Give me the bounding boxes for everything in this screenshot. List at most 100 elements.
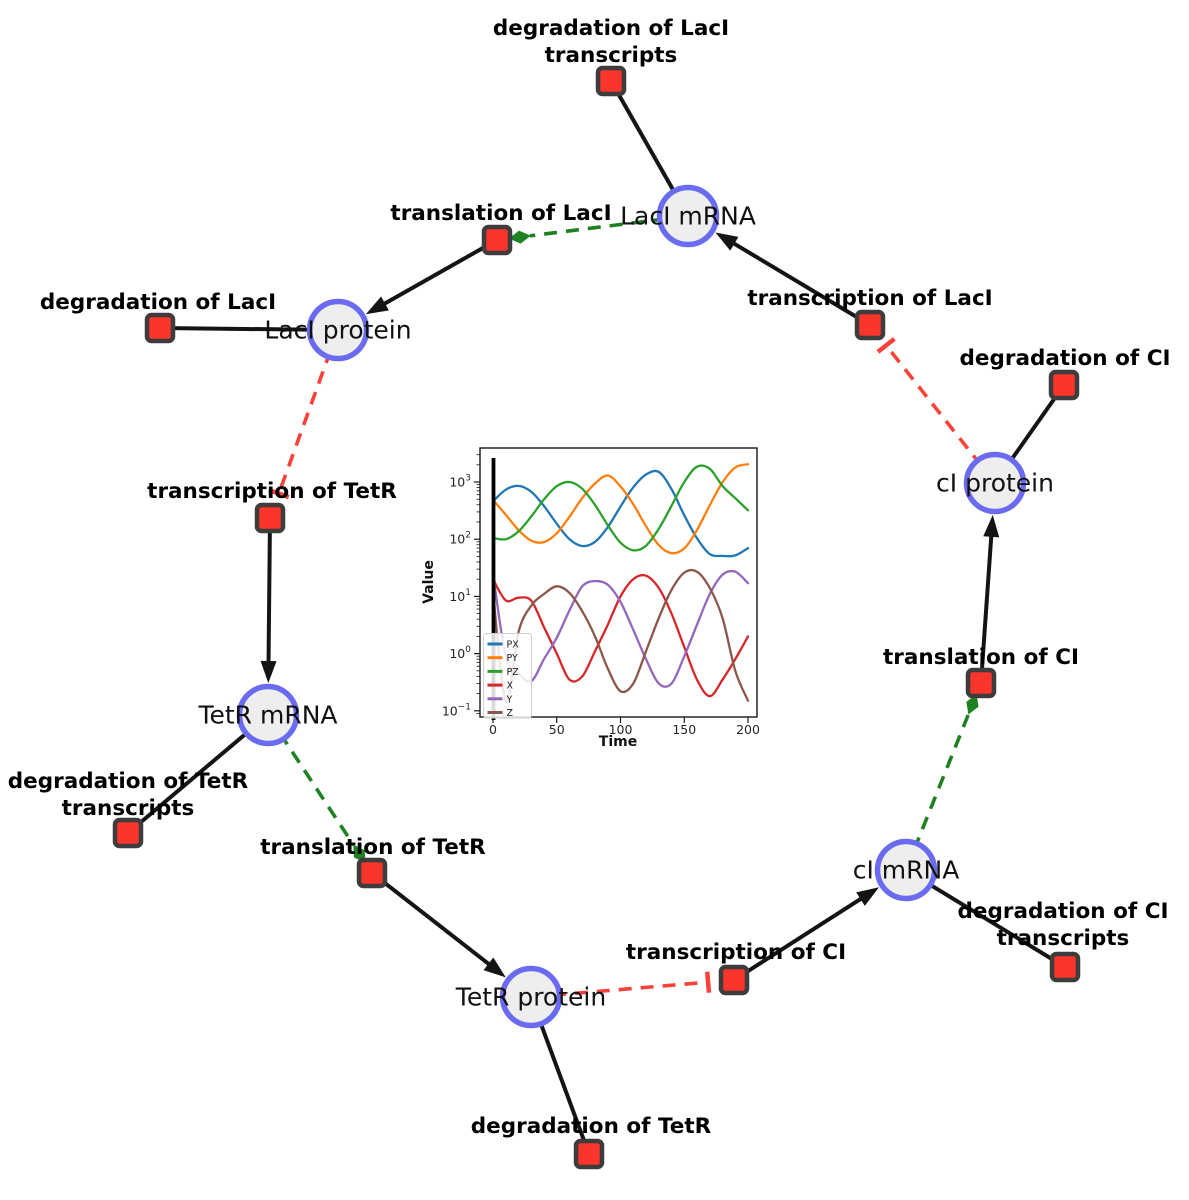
species-label-laci-protein: LacI protein	[264, 316, 411, 345]
edge-transl-ci-ci-protein	[979, 530, 994, 684]
species-node-laci-protein[interactable]	[306, 298, 370, 362]
plot-y-tick-exponent: −1	[458, 702, 471, 712]
species-node-tetr-mrna[interactable]	[236, 683, 300, 747]
reaction-node-transl-ci[interactable]	[965, 667, 997, 699]
reaction-label-line: transcription of LacI	[747, 286, 992, 311]
series-curve-PY	[491, 463, 750, 555]
legend-entry-X: X	[507, 681, 514, 692]
edge-laci-mrna-transl-laci-diamond-icon	[508, 230, 531, 244]
reaction-label-line: degradation of TetR	[471, 1114, 712, 1139]
species-label-tetr-protein: TetR protein	[455, 983, 606, 1012]
reaction-node-deg-tetr-tx[interactable]	[112, 817, 144, 849]
legend-entry-PX: PX	[507, 640, 520, 651]
reaction-label-deg-laci: degradation of LacI	[40, 290, 276, 315]
reaction-label-txn-laci: transcription of LacI	[747, 286, 992, 311]
reaction-label-transl-ci: translation of CI	[883, 645, 1079, 670]
reaction-node-deg-tetr[interactable]	[573, 1138, 605, 1170]
plot-y-tick-exponent: 3	[465, 474, 471, 484]
edge-laci-protein-txn-tetr-tbar-icon	[268, 487, 290, 500]
reaction-node-deg-laci[interactable]	[144, 312, 176, 344]
reaction-node-deg-ci[interactable]	[1048, 369, 1080, 401]
edge-tetr-protein-txn-ci-tbar-icon	[704, 971, 712, 993]
legend-entry-PY: PY	[507, 653, 519, 664]
reaction-label-line: translation of LacI	[390, 201, 611, 226]
reaction-node-deg-ci-tx[interactable]	[1049, 951, 1081, 983]
reaction-node-txn-laci[interactable]	[854, 309, 886, 341]
legend-entry-PZ: PZ	[507, 667, 520, 678]
reaction-label-deg-ci: degradation of CI	[960, 346, 1171, 371]
plot-y-tick-exponent: 0	[465, 645, 471, 655]
edge-ci-protein-txn-laci-tbar-icon	[876, 337, 896, 354]
edge-transl-ci-ci-protein-arrowhead-icon	[983, 514, 1000, 538]
reaction-node-txn-tetr[interactable]	[254, 502, 286, 534]
series-curve-PZ	[491, 464, 750, 552]
plot-y-tick-base: 10	[449, 532, 465, 547]
reaction-label-line: degradation of LacI	[40, 290, 276, 315]
reaction-label-line: translation of TetR	[260, 835, 486, 860]
series-curve-Z	[491, 568, 750, 702]
species-label-tetr-mrna: TetR mRNA	[197, 701, 337, 730]
plot-y-tick-label: 100	[449, 645, 471, 661]
plot-y-tick-label: 103	[449, 474, 471, 490]
edge-transl-laci-laci-protein	[378, 238, 498, 309]
reaction-node-transl-laci[interactable]	[481, 224, 513, 256]
plot-x-tick-label: 100	[609, 722, 633, 737]
plot-y-tick-label: 102	[449, 531, 471, 547]
reaction-label-txn-tetr: transcription of TetR	[147, 479, 397, 504]
reaction-node-txn-ci[interactable]	[718, 964, 750, 996]
plot-legend-box	[483, 633, 532, 719]
edge-txn-tetr-tetr-mrna	[266, 517, 272, 668]
edge-transl-tetr-tetr-protein-arrowhead-icon	[483, 957, 506, 978]
reaction-label-line: translation of CI	[883, 645, 1079, 670]
edge-txn-ci-ci-mrna	[732, 894, 867, 982]
reaction-label-line: degradation of CI	[958, 899, 1169, 924]
series-curve-PX	[491, 469, 750, 558]
timeseries-inset-plot: 0 50 100 150 20010310210110010−1TimeValuePXP…	[421, 440, 772, 764]
species-label-ci-mrna: cI mRNA	[853, 856, 960, 885]
reaction-label-line: transcripts	[997, 926, 1130, 951]
species-node-ci-protein[interactable]	[963, 451, 1027, 515]
reaction-label-deg-laci-tx: degradation of LacI transcripts	[493, 16, 729, 68]
nodes-layer	[112, 65, 1081, 1170]
reaction-label-transl-tetr: translation of TetR	[260, 835, 486, 860]
series-curve-X	[491, 573, 750, 698]
reaction-label-deg-tetr: degradation of TetR	[471, 1114, 712, 1139]
species-label-ci-protein: cI protein	[936, 469, 1054, 498]
species-label-laci-mrna: LacI mRNA	[620, 202, 756, 231]
plot-x-tick-label: 0	[489, 722, 497, 737]
plot-y-tick-exponent: 1	[465, 588, 471, 598]
plot-legend: PX PY PZ XYZ	[483, 633, 532, 719]
reaction-label-line: transcription of TetR	[147, 479, 397, 504]
plot-y-tick-base: 10	[442, 703, 458, 718]
plot-y-tick-base: 10	[449, 475, 465, 490]
edge-transl-tetr-tetr-protein	[370, 871, 495, 970]
species-node-ci-mrna[interactable]	[874, 838, 938, 902]
edge-txn-ci-ci-mrna-arrowhead-icon	[856, 887, 880, 906]
reaction-label-txn-ci: transcription of CI	[626, 940, 846, 965]
plot-x-tick-label: 50	[549, 722, 565, 737]
reaction-node-deg-laci-tx[interactable]	[595, 65, 627, 97]
series-curve-Y	[491, 569, 750, 688]
plot-y-axis-label: Value	[421, 560, 437, 604]
plot-y-tick-base: 10	[449, 589, 465, 604]
reaction-label-line: degradation of TetR	[8, 769, 249, 794]
edge-transl-laci-laci-protein-arrowhead-icon	[365, 296, 389, 315]
plot-y-tick-exponent: 2	[465, 531, 471, 541]
species-node-laci-mrna[interactable]	[656, 184, 720, 248]
plot-x-axis-label: Time	[599, 734, 637, 750]
reaction-label-line: transcripts	[62, 796, 195, 821]
species-node-tetr-protein[interactable]	[499, 965, 563, 1029]
plot-x-tick-label: 150	[672, 722, 696, 737]
edge-txn-tetr-tetr-mrna-arrowhead-icon	[260, 660, 277, 684]
reaction-label-line: transcripts	[545, 43, 678, 68]
reaction-label-transl-laci: translation of LacI	[390, 201, 611, 226]
reaction-node-transl-tetr[interactable]	[356, 857, 388, 889]
legend-entry-Y: Y	[506, 694, 513, 705]
reaction-label-deg-tetr-tx: degradation of TetR transcripts	[8, 769, 249, 821]
reaction-label-line: degradation of CI	[960, 346, 1171, 371]
plot-x-tick-label: 200	[736, 722, 760, 737]
reaction-label-line: degradation of LacI	[493, 16, 729, 41]
reaction-label-line: transcription of CI	[626, 940, 846, 965]
